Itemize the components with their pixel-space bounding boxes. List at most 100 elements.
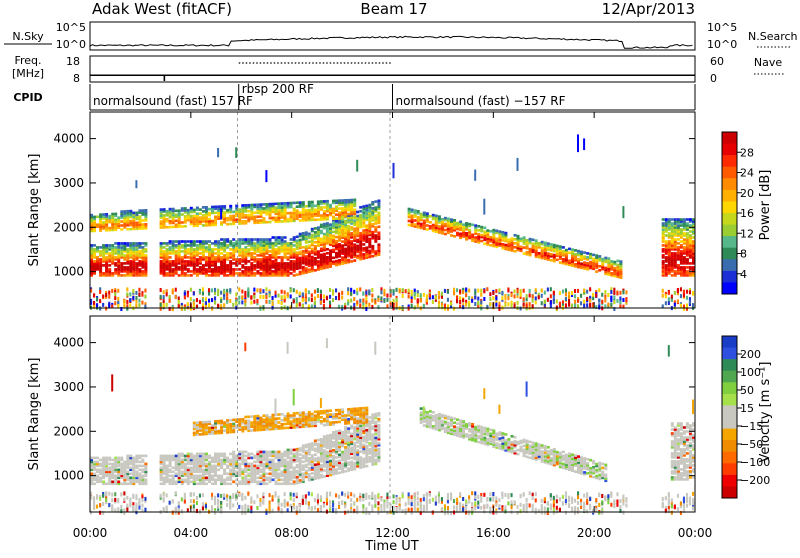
noise-cell — [129, 298, 131, 302]
noise-cell — [220, 291, 222, 295]
data-cell — [665, 240, 668, 243]
data-cell — [668, 218, 671, 221]
data-cell — [314, 241, 317, 244]
noise-cell — [265, 300, 267, 304]
noise-cell — [253, 300, 255, 304]
noise-cell — [456, 299, 458, 303]
data-cell — [514, 238, 517, 241]
noise-cell — [163, 290, 165, 294]
data-cell — [144, 479, 147, 482]
data-cell — [244, 266, 247, 269]
noise-cell — [96, 303, 98, 307]
data-cell — [138, 469, 141, 472]
data-cell — [281, 220, 284, 223]
data-cell — [468, 229, 471, 232]
noise-cell — [247, 294, 249, 298]
data-cell — [332, 261, 335, 264]
noise-cell — [229, 288, 231, 292]
data-cell — [287, 218, 290, 221]
data-cell — [350, 232, 353, 235]
data-cell — [504, 244, 507, 247]
data-cell — [426, 212, 429, 215]
noise-cell — [256, 299, 258, 303]
data-cell — [447, 218, 450, 221]
noise-cell — [132, 296, 134, 300]
data-cell — [175, 240, 178, 243]
noise-cell — [532, 295, 534, 299]
data-cell — [199, 266, 202, 269]
data-cell — [317, 260, 320, 263]
data-cell — [329, 249, 332, 252]
data-cell — [160, 242, 163, 245]
data-cell — [665, 234, 668, 237]
data-cell — [223, 479, 226, 482]
noise-cell — [120, 509, 122, 513]
noise-cell — [105, 491, 107, 495]
data-cell — [265, 473, 268, 476]
noise-cell — [374, 300, 376, 304]
data-cell — [111, 244, 114, 247]
data-cell — [120, 228, 123, 231]
data-cell — [489, 236, 492, 239]
data-cell — [553, 244, 556, 247]
data-cell — [244, 214, 247, 217]
data-cell — [229, 248, 232, 251]
noise-cell — [250, 509, 252, 513]
noise-cell — [371, 298, 373, 302]
data-cell — [178, 240, 181, 243]
noise-cell — [272, 296, 274, 300]
data-cell — [480, 240, 483, 243]
data-cell — [199, 208, 202, 211]
data-cell — [114, 262, 117, 265]
noise-cell — [423, 293, 425, 297]
data-cell — [93, 473, 96, 476]
y-tick-label: 3000 — [53, 176, 84, 190]
data-cell — [281, 256, 284, 259]
data-cell — [305, 267, 308, 270]
data-cell — [589, 253, 592, 256]
data-cell — [163, 477, 166, 480]
noise-cell — [383, 289, 385, 293]
noise-cell — [262, 492, 264, 496]
data-cell — [226, 419, 229, 422]
noise-cell — [680, 294, 682, 298]
data-cell — [138, 215, 141, 218]
noise-cell — [625, 298, 627, 302]
noise-cell — [229, 503, 231, 507]
data-cell — [114, 242, 117, 245]
data-cell — [241, 220, 244, 223]
data-cell — [253, 415, 256, 418]
noise-cell — [580, 301, 582, 305]
noise-cell — [132, 289, 134, 293]
noise-cell — [265, 295, 267, 299]
noise-cell — [332, 292, 334, 296]
noise-cell — [622, 290, 624, 294]
noise-cell — [604, 295, 606, 299]
data-cell — [338, 243, 341, 246]
data-cell — [338, 199, 341, 202]
noise-cell — [262, 295, 264, 299]
data-cell — [287, 212, 290, 215]
data-cell — [265, 451, 268, 454]
noise-cell — [507, 289, 509, 293]
data-cell — [550, 259, 553, 262]
noise-tick-left-high: 10^5 — [56, 21, 86, 34]
noise-cell — [284, 295, 286, 299]
data-cell — [114, 213, 117, 216]
scatter-cell — [244, 343, 246, 352]
data-cell — [199, 475, 202, 478]
noise-cell — [287, 292, 289, 296]
data-cell — [163, 455, 166, 458]
data-cell — [347, 213, 350, 216]
data-cell — [187, 260, 190, 263]
noise-cell — [244, 496, 246, 500]
data-cell — [132, 457, 135, 460]
noise-cell — [99, 299, 101, 303]
date-title: 12/Apr/2013 — [602, 0, 695, 18]
noise-cell — [471, 299, 473, 303]
data-cell — [432, 224, 435, 227]
data-cell — [226, 252, 229, 255]
noise-cell — [532, 299, 534, 303]
noise-cell — [223, 303, 225, 307]
data-cell — [247, 463, 250, 466]
